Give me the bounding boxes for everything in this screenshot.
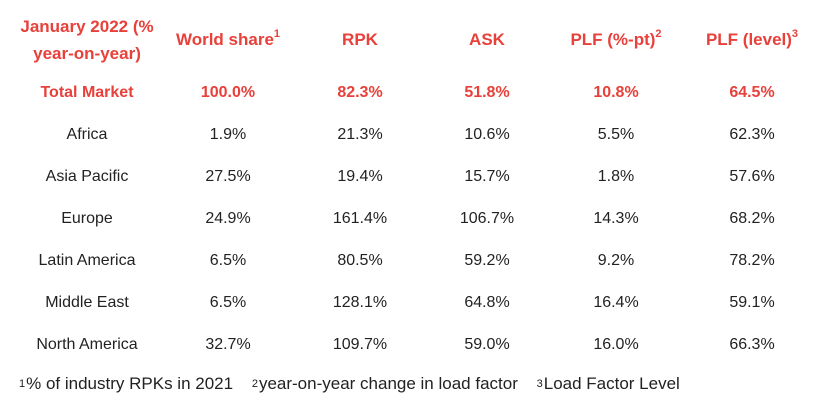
cell-plf-pt: 16.0% bbox=[593, 336, 639, 353]
cell-plf-level: 64.5% bbox=[729, 84, 775, 101]
cell-ask: 59.2% bbox=[464, 252, 510, 269]
cell-plf-level: 59.1% bbox=[729, 294, 775, 311]
footnote-2-text: year-on-year change in load factor bbox=[258, 374, 518, 393]
row-region: Total Market bbox=[40, 84, 134, 101]
header-rpk: RPK bbox=[294, 8, 426, 72]
row-region: Middle East bbox=[45, 294, 129, 311]
header-world-share: World share1 bbox=[162, 8, 294, 72]
row-region: Asia Pacific bbox=[45, 168, 129, 185]
cell-world-share: 32.7% bbox=[205, 336, 251, 353]
cell-plf-pt: 16.4% bbox=[593, 294, 639, 311]
cell-rpk: 19.4% bbox=[337, 168, 383, 185]
cell-rpk: 82.3% bbox=[337, 84, 383, 101]
cell-plf-level: 78.2% bbox=[729, 252, 775, 269]
table-row-middle-east: Middle East 6.5% 128.1% 64.8% 16.4% 59.1… bbox=[12, 282, 820, 324]
cell-world-share: 27.5% bbox=[205, 168, 251, 185]
cell-plf-level: 66.3% bbox=[729, 336, 775, 353]
cell-plf-pt: 10.8% bbox=[593, 84, 639, 101]
row-region: Latin America bbox=[38, 252, 136, 269]
cell-ask: 51.8% bbox=[464, 84, 510, 101]
header-plf-level-label: PLF (level) bbox=[705, 30, 792, 49]
header-ask-label: ASK bbox=[469, 30, 505, 49]
row-region: Africa bbox=[66, 126, 108, 143]
cell-world-share: 6.5% bbox=[209, 252, 247, 269]
footnote-ref-2: 2 bbox=[655, 28, 662, 41]
header-period-label: January 2022 (% year-on-year) bbox=[20, 17, 154, 63]
cell-world-share: 6.5% bbox=[209, 294, 247, 311]
footnote-ref-1: 1 bbox=[273, 28, 281, 41]
header-plf-pt: PLF (%-pt)2 bbox=[548, 8, 684, 72]
footnote-3-text: Load Factor Level bbox=[543, 374, 680, 393]
table-row-europe: Europe 24.9% 161.4% 106.7% 14.3% 68.2% bbox=[12, 198, 820, 240]
cell-plf-level: 62.3% bbox=[729, 126, 775, 143]
footnote-3-mark: 3 bbox=[536, 378, 543, 390]
cell-rpk: 161.4% bbox=[332, 210, 388, 227]
footnote-2-mark: 2 bbox=[251, 378, 258, 390]
footnote-ref-3: 3 bbox=[791, 28, 799, 41]
header-period: January 2022 (% year-on-year) bbox=[12, 8, 162, 72]
table-row-africa: Africa 1.9% 21.3% 10.6% 5.5% 62.3% bbox=[12, 114, 820, 156]
cell-world-share: 1.9% bbox=[209, 126, 247, 143]
row-region: Europe bbox=[61, 210, 113, 227]
cell-rpk: 128.1% bbox=[332, 294, 388, 311]
cell-ask: 64.8% bbox=[464, 294, 510, 311]
cell-plf-pt: 1.8% bbox=[597, 168, 635, 185]
cell-ask: 15.7% bbox=[464, 168, 510, 185]
cell-plf-pt: 9.2% bbox=[597, 252, 635, 269]
cell-ask: 59.0% bbox=[464, 336, 510, 353]
table-row-asia-pacific: Asia Pacific 27.5% 19.4% 15.7% 1.8% 57.6… bbox=[12, 156, 820, 198]
footnotes: 1% of industry RPKs in 2021 2year-on-yea… bbox=[19, 374, 694, 394]
header-plf-level: PLF (level)3 bbox=[684, 8, 820, 72]
traffic-statistics-table: January 2022 (% year-on-year) World shar… bbox=[12, 8, 820, 366]
cell-rpk: 109.7% bbox=[332, 336, 388, 353]
header-world-share-label: World share bbox=[175, 30, 274, 49]
footnote-1-mark: 1 bbox=[19, 378, 26, 390]
header-plf-pt-label: PLF (%-pt) bbox=[570, 30, 656, 49]
table-row-north-america: North America 32.7% 109.7% 59.0% 16.0% 6… bbox=[12, 324, 820, 366]
cell-plf-level: 68.2% bbox=[729, 210, 775, 227]
cell-ask: 10.6% bbox=[464, 126, 510, 143]
table-header-row: January 2022 (% year-on-year) World shar… bbox=[12, 8, 820, 72]
cell-world-share: 100.0% bbox=[200, 84, 256, 101]
cell-plf-pt: 5.5% bbox=[597, 126, 635, 143]
cell-plf-level: 57.6% bbox=[729, 168, 775, 185]
cell-ask: 106.7% bbox=[459, 210, 515, 227]
header-ask: ASK bbox=[426, 8, 548, 72]
footnote-2: 2year-on-year change in load factor bbox=[252, 374, 518, 394]
footnote-1-text: % of industry RPKs in 2021 bbox=[26, 374, 234, 393]
cell-world-share: 24.9% bbox=[205, 210, 251, 227]
header-rpk-label: RPK bbox=[342, 30, 378, 49]
footnote-1: 1% of industry RPKs in 2021 bbox=[19, 374, 233, 394]
cell-plf-pt: 14.3% bbox=[593, 210, 639, 227]
row-region: North America bbox=[36, 336, 138, 353]
cell-rpk: 21.3% bbox=[337, 126, 383, 143]
footnote-3: 3Load Factor Level bbox=[537, 374, 680, 394]
table-row-total-market: Total Market 100.0% 82.3% 51.8% 10.8% 64… bbox=[12, 72, 820, 114]
cell-rpk: 80.5% bbox=[337, 252, 383, 269]
table-row-latin-america: Latin America 6.5% 80.5% 59.2% 9.2% 78.2… bbox=[12, 240, 820, 282]
